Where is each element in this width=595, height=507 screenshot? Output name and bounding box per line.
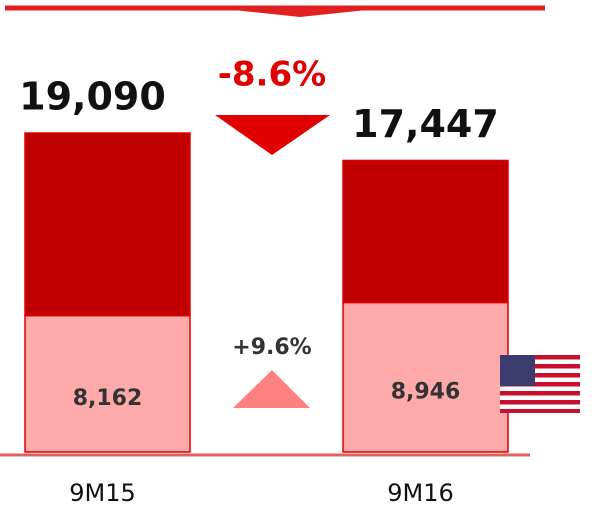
up-arrow	[233, 370, 310, 408]
x-tick-label: 9M15	[69, 479, 136, 507]
total-label: 17,447	[352, 102, 499, 146]
bar-segment	[24, 132, 191, 317]
x-tick-label: 9M16	[387, 479, 454, 507]
total-label: 19,090	[19, 75, 166, 119]
down-arrow	[215, 115, 330, 155]
bar-segment	[24, 314, 191, 453]
annotation: -8.6%	[218, 55, 326, 95]
annotation: +9.6%	[232, 335, 311, 360]
segment-label: 8,946	[391, 379, 461, 404]
segment-label: 8,162	[73, 386, 143, 411]
bar-segment	[342, 301, 509, 453]
bar-segment	[342, 159, 509, 304]
top-arrow	[215, 8, 385, 17]
us-flag	[500, 355, 580, 413]
